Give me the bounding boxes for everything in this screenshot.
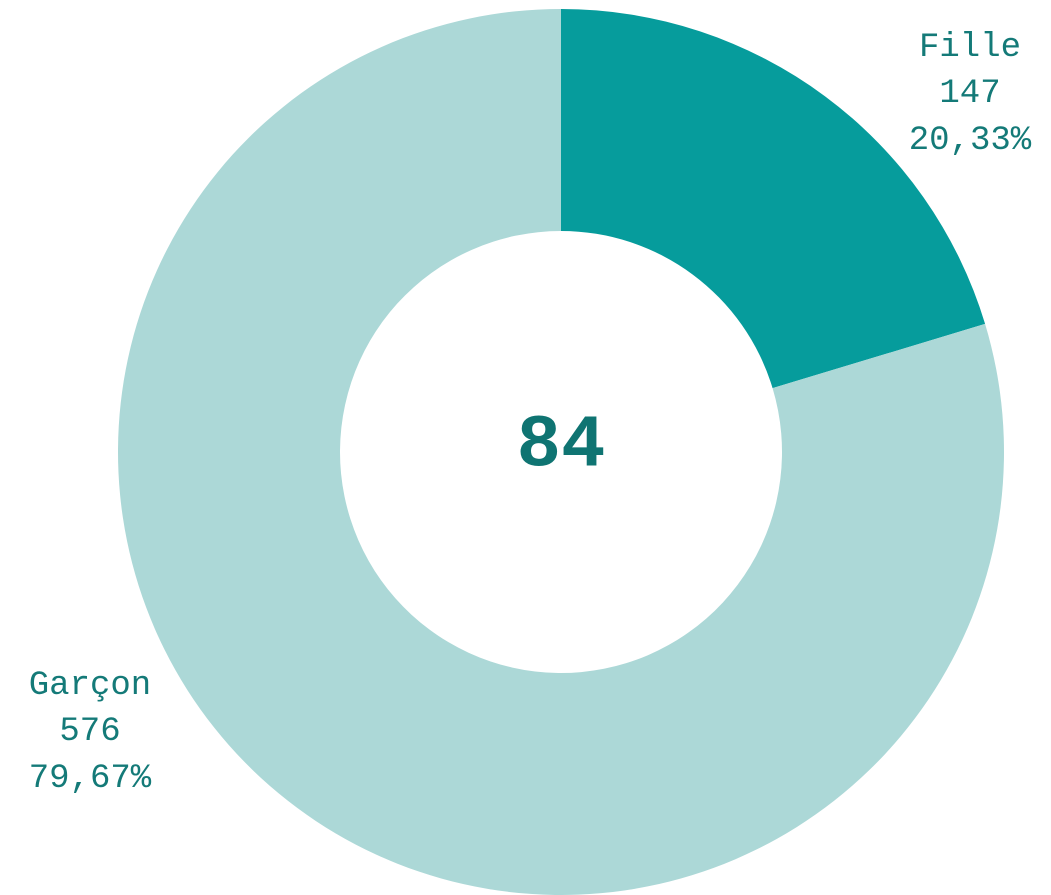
- slice: [118, 9, 1005, 895]
- slice-label: Garçon: [29, 667, 151, 705]
- slice-value: 576: [59, 713, 120, 751]
- slice-label: Fille: [919, 29, 1021, 67]
- donut: [118, 9, 1005, 895]
- slice-percentage: 20,33%: [909, 122, 1032, 160]
- center-value: 84: [517, 405, 606, 489]
- slice: [561, 9, 986, 389]
- slice-percentage: 79,67%: [29, 760, 152, 798]
- slice-value: 147: [939, 75, 1000, 113]
